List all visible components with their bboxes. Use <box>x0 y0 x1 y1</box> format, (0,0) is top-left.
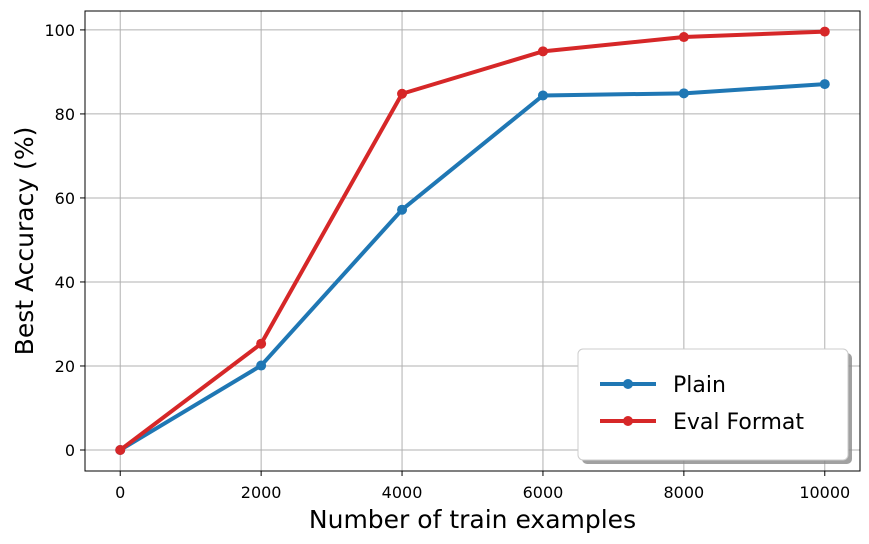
data-point <box>256 360 267 371</box>
x-tick-label: 8000 <box>664 483 705 502</box>
y-axis-label: Best Accuracy (%) <box>10 127 39 356</box>
legend-marker <box>623 416 633 426</box>
legend-label: Plain <box>673 373 726 398</box>
data-point <box>819 79 830 90</box>
y-tick-label: 20 <box>55 357 75 376</box>
data-point <box>115 444 126 455</box>
data-point <box>819 26 830 37</box>
y-tick-label: 100 <box>44 21 75 40</box>
data-point <box>537 90 548 101</box>
series-line <box>118 82 827 452</box>
x-tick-label: 10000 <box>799 483 850 502</box>
data-point <box>678 32 689 43</box>
y-tick-label: 60 <box>55 189 75 208</box>
series-line <box>118 29 827 452</box>
series-layer <box>115 26 830 455</box>
data-point <box>397 88 408 99</box>
legend-marker <box>623 379 633 389</box>
x-tick-label: 4000 <box>382 483 423 502</box>
y-tick-label: 80 <box>55 105 75 124</box>
legend: Plain Eval Format <box>577 348 852 464</box>
series-eval-format <box>115 26 830 455</box>
x-tick-label: 6000 <box>523 483 564 502</box>
plot-frame <box>84 10 861 472</box>
ticks: 0 2000 4000 6000 8000 10000 0 20 40 60 80 100 <box>44 21 850 502</box>
x-tick-label: 2000 <box>241 483 282 502</box>
x-tick-label: 0 <box>115 483 125 502</box>
y-tick-label: 40 <box>55 273 75 292</box>
data-point <box>256 338 267 349</box>
legend-label: Eval Format <box>673 410 804 435</box>
data-point <box>537 46 548 57</box>
data-point <box>678 88 689 99</box>
x-axis-label: Number of train examples <box>309 505 636 534</box>
y-tick-label: 0 <box>65 441 75 460</box>
data-point <box>397 204 408 215</box>
legend-box <box>577 348 849 461</box>
